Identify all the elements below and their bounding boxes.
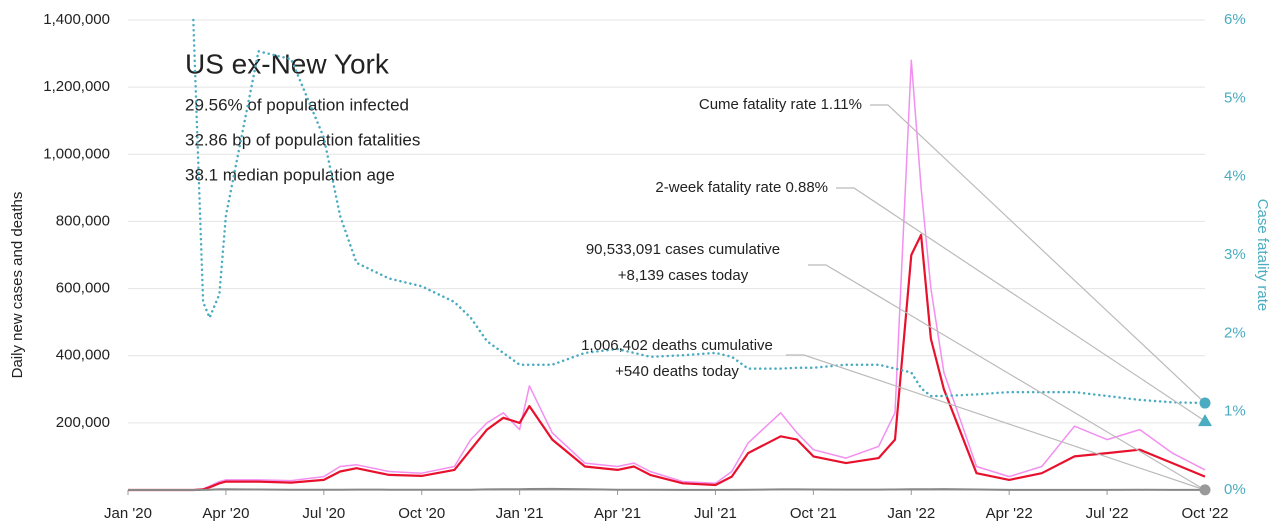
info-line: 38.1 median population age	[185, 165, 395, 184]
annotation: 1,006,402 deaths cumulative	[581, 337, 773, 354]
y2-axis-label: Case fatality rate	[1254, 199, 1271, 312]
x-tick-label: Apr '22	[986, 505, 1033, 522]
x-tick-label: Apr '21	[594, 505, 641, 522]
x-tick-label: Jan '22	[887, 505, 935, 522]
x-tick-label: Oct '21	[790, 505, 837, 522]
annotation: +540 deaths today	[615, 363, 739, 380]
annotation: Cume fatality rate 1.11%	[699, 96, 862, 113]
x-tick-label: Oct '20	[398, 505, 445, 522]
annotation: +8,139 cases today	[618, 267, 749, 284]
x-tick-label: Jul '22	[1086, 505, 1129, 522]
y-tick-label: 200,000	[56, 414, 110, 431]
leader-line	[836, 187, 1206, 422]
y2-tick-label: 6%	[1224, 11, 1246, 28]
y2-tick-label: 5%	[1224, 89, 1246, 106]
y2-tick-label: 3%	[1224, 246, 1246, 263]
series-line	[128, 487, 1205, 491]
y2-tick-label: 2%	[1224, 324, 1246, 341]
leader-line	[786, 354, 1206, 491]
y-tick-label: 1,400,000	[43, 11, 110, 28]
x-tick-label: Jan '21	[496, 505, 544, 522]
y-tick-label: 800,000	[56, 212, 110, 229]
leader-line	[870, 104, 1206, 404]
y2-tick-label: 1%	[1224, 403, 1246, 420]
chart-title: US ex-New York	[185, 48, 390, 79]
annotation: 90,533,091 cases cumulative	[586, 241, 780, 258]
x-tick-label: Jul '21	[694, 505, 737, 522]
y-tick-label: 1,000,000	[43, 145, 110, 162]
x-tick-label: Jul '20	[302, 505, 345, 522]
x-tick-label: Apr '20	[202, 505, 249, 522]
info-line: 29.56% of population infected	[185, 95, 409, 114]
series-line	[128, 59, 1206, 491]
x-tick-label: Oct '22	[1181, 505, 1228, 522]
y-tick-label: 400,000	[56, 347, 110, 364]
annotation: 2-week fatality rate 0.88%	[655, 179, 828, 196]
y-tick-label: 600,000	[56, 280, 110, 297]
y-tick-label: 1,200,000	[43, 78, 110, 95]
y-axis-label: Daily new cases and deaths	[9, 192, 26, 379]
y2-tick-label: 4%	[1224, 168, 1246, 185]
y2-tick-label: 0%	[1224, 481, 1246, 498]
cume-fatality-marker	[1199, 397, 1211, 409]
end-marker	[1199, 484, 1211, 496]
info-line: 32.86 bp of population fatalities	[185, 130, 420, 149]
two-week-fatality-marker	[1198, 414, 1212, 427]
series-line	[128, 233, 1206, 492]
x-tick-label: Jan '20	[104, 505, 152, 522]
leader-line	[808, 264, 1206, 491]
